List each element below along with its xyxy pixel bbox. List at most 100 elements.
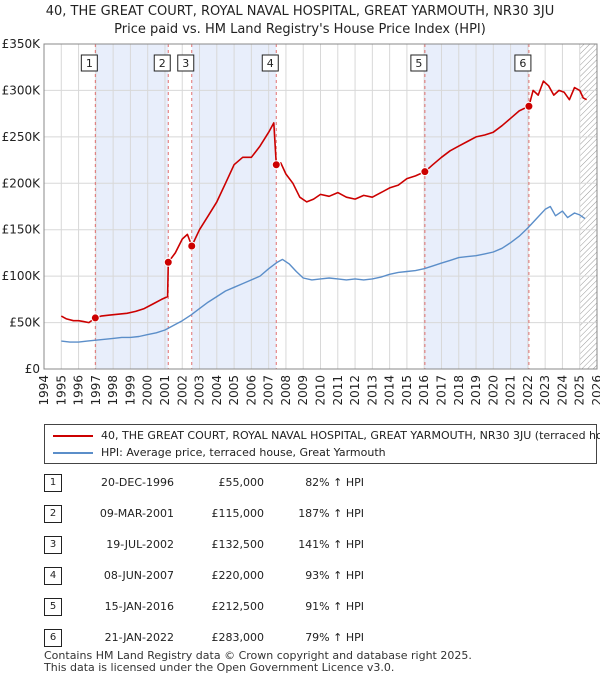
marker-badge-label: 5 (415, 57, 422, 70)
transaction-number-badge: 1 (44, 474, 62, 492)
transaction-price: £132,500 (211, 538, 265, 551)
x-tick-label: 2018 (452, 375, 466, 406)
future-hatched-span (579, 44, 597, 369)
table-row: 1 20-DEC-1996 £55,000 82% ↑ HPI (44, 474, 444, 494)
transaction-date: 09-MAR-2001 (99, 507, 174, 520)
legend: 40, THE GREAT COURT, ROYAL NAVAL HOSPITA… (44, 424, 600, 464)
transaction-date: 15-JAN-2016 (104, 600, 174, 613)
x-tick-label: 2011 (331, 375, 345, 406)
x-tick-label: 2023 (538, 375, 552, 406)
x-tick-label: 1995 (54, 375, 68, 406)
legend-label-property: 40, THE GREAT COURT, ROYAL NAVAL HOSPITA… (101, 429, 600, 442)
shaded-span (424, 44, 529, 369)
x-tick-label: 2025 (573, 375, 587, 406)
transaction-hpi-change: 141% ↑ HPI (298, 538, 364, 551)
marker-badge (514, 54, 532, 72)
transaction-number-badge: 4 (44, 567, 62, 585)
legend-item-property: 40, THE GREAT COURT, ROYAL NAVAL HOSPITA… (53, 428, 600, 444)
transaction-price: £55,000 (218, 476, 265, 489)
transaction-hpi-change: 187% ↑ HPI (298, 507, 364, 520)
table-row: 5 15-JAN-2016 £212,500 91% ↑ HPI (44, 598, 444, 618)
transaction-date: 20-DEC-1996 (100, 476, 174, 489)
legend-label-hpi: HPI: Average price, terraced house, Grea… (101, 446, 386, 459)
y-tick-label: £150K (2, 223, 42, 237)
transaction-price: £220,000 (211, 569, 265, 582)
x-tick-label: 2014 (383, 375, 397, 406)
marker-badge (261, 54, 279, 72)
sale-point (163, 257, 173, 267)
transaction-price: £115,000 (211, 507, 265, 520)
sale-point (187, 241, 197, 251)
transaction-date: 19-JUL-2002 (106, 538, 174, 551)
x-tick-label: 2017 (434, 375, 448, 406)
table-row: 3 19-JUL-2002 £132,500 141% ↑ HPI (44, 536, 444, 556)
transaction-number-badge: 3 (44, 536, 62, 554)
x-tick-label: 2010 (314, 375, 328, 406)
x-tick-label: 2013 (365, 375, 379, 406)
chart-title: 40, THE GREAT COURT, ROYAL NAVAL HOSPITA… (45, 4, 555, 19)
sale-point (271, 160, 281, 170)
x-tick-label: 2021 (504, 375, 518, 406)
y-tick-label: £50K (9, 316, 41, 330)
sale-point (90, 313, 100, 323)
x-tick-label: 2024 (555, 375, 569, 406)
shaded-span (95, 44, 169, 369)
footer-attribution: Contains HM Land Registry data © Crown c… (44, 650, 472, 674)
legend-swatch-property (53, 435, 93, 437)
x-tick-label: 2016 (417, 375, 431, 406)
x-tick-label: 2000 (141, 375, 155, 406)
y-tick-label: £300K (2, 83, 42, 97)
legend-item-hpi: HPI: Average price, terraced house, Grea… (53, 445, 386, 461)
x-tick-label: 2009 (296, 375, 310, 406)
transaction-hpi-change: 91% ↑ HPI (305, 600, 364, 613)
x-tick-label: 1999 (123, 375, 137, 406)
marker-badge (153, 54, 171, 72)
x-tick-label: 2007 (262, 375, 276, 406)
transaction-price: £283,000 (211, 631, 265, 644)
x-tick-label: 1994 (37, 375, 51, 406)
y-tick-label: £100K (2, 269, 42, 283)
x-tick-label: 2001 (158, 375, 172, 406)
x-tick-label: 2004 (210, 375, 224, 406)
x-tick-label: 2006 (244, 375, 258, 406)
x-tick-label: 2022 (521, 375, 535, 406)
x-tick-label: 2002 (175, 375, 189, 406)
table-row: 6 21-JAN-2022 £283,000 79% ↑ HPI (44, 629, 444, 649)
marker-badge-label: 4 (267, 57, 274, 70)
table-row: 4 08-JUN-2007 £220,000 93% ↑ HPI (44, 567, 444, 587)
transaction-hpi-change: 79% ↑ HPI (305, 631, 364, 644)
marker-badge-label: 1 (86, 57, 93, 70)
marker-badge (80, 54, 98, 72)
transaction-hpi-change: 82% ↑ HPI (305, 476, 364, 489)
x-tick-label: 2019 (469, 375, 483, 406)
x-tick-label: 2003 (193, 375, 207, 406)
marker-badge (177, 54, 195, 72)
x-tick-label: 2026 (590, 375, 600, 406)
footer-license: This data is licensed under the Open Gov… (44, 661, 395, 674)
x-tick-label: 2012 (348, 375, 362, 406)
x-tick-label: 1998 (106, 375, 120, 406)
transaction-hpi-change: 93% ↑ HPI (305, 569, 364, 582)
transaction-date: 21-JAN-2022 (104, 631, 174, 644)
marker-badge-label: 2 (159, 57, 166, 70)
plot-border (43, 43, 598, 370)
y-tick-label: £250K (2, 130, 42, 144)
sale-point (524, 101, 534, 111)
price-chart: £0 £50K £100K £150K £200K £250K £300K £350K 1994… (2, 37, 600, 406)
legend-swatch-hpi (53, 452, 93, 454)
y-tick-label: £0 (25, 362, 40, 376)
transaction-date: 08-JUN-2007 (103, 569, 174, 582)
y-tick-label: £350K (2, 37, 42, 51)
table-row: 2 09-MAR-2001 £115,000 187% ↑ HPI (44, 505, 444, 525)
transaction-number-badge: 6 (44, 629, 62, 647)
x-tick-label: 1997 (89, 375, 103, 406)
x-tick-label: 1996 (72, 375, 86, 406)
x-tick-label: 2015 (400, 375, 414, 406)
series-line-hpi (61, 205, 586, 343)
footer-copyright: Contains HM Land Registry data © Crown c… (44, 649, 472, 662)
transaction-price: £212,500 (211, 600, 265, 613)
x-tick-label: 2008 (279, 375, 293, 406)
marker-badge (410, 54, 428, 72)
y-tick-label: £200K (2, 176, 42, 190)
marker-badge-label: 6 (519, 57, 526, 70)
